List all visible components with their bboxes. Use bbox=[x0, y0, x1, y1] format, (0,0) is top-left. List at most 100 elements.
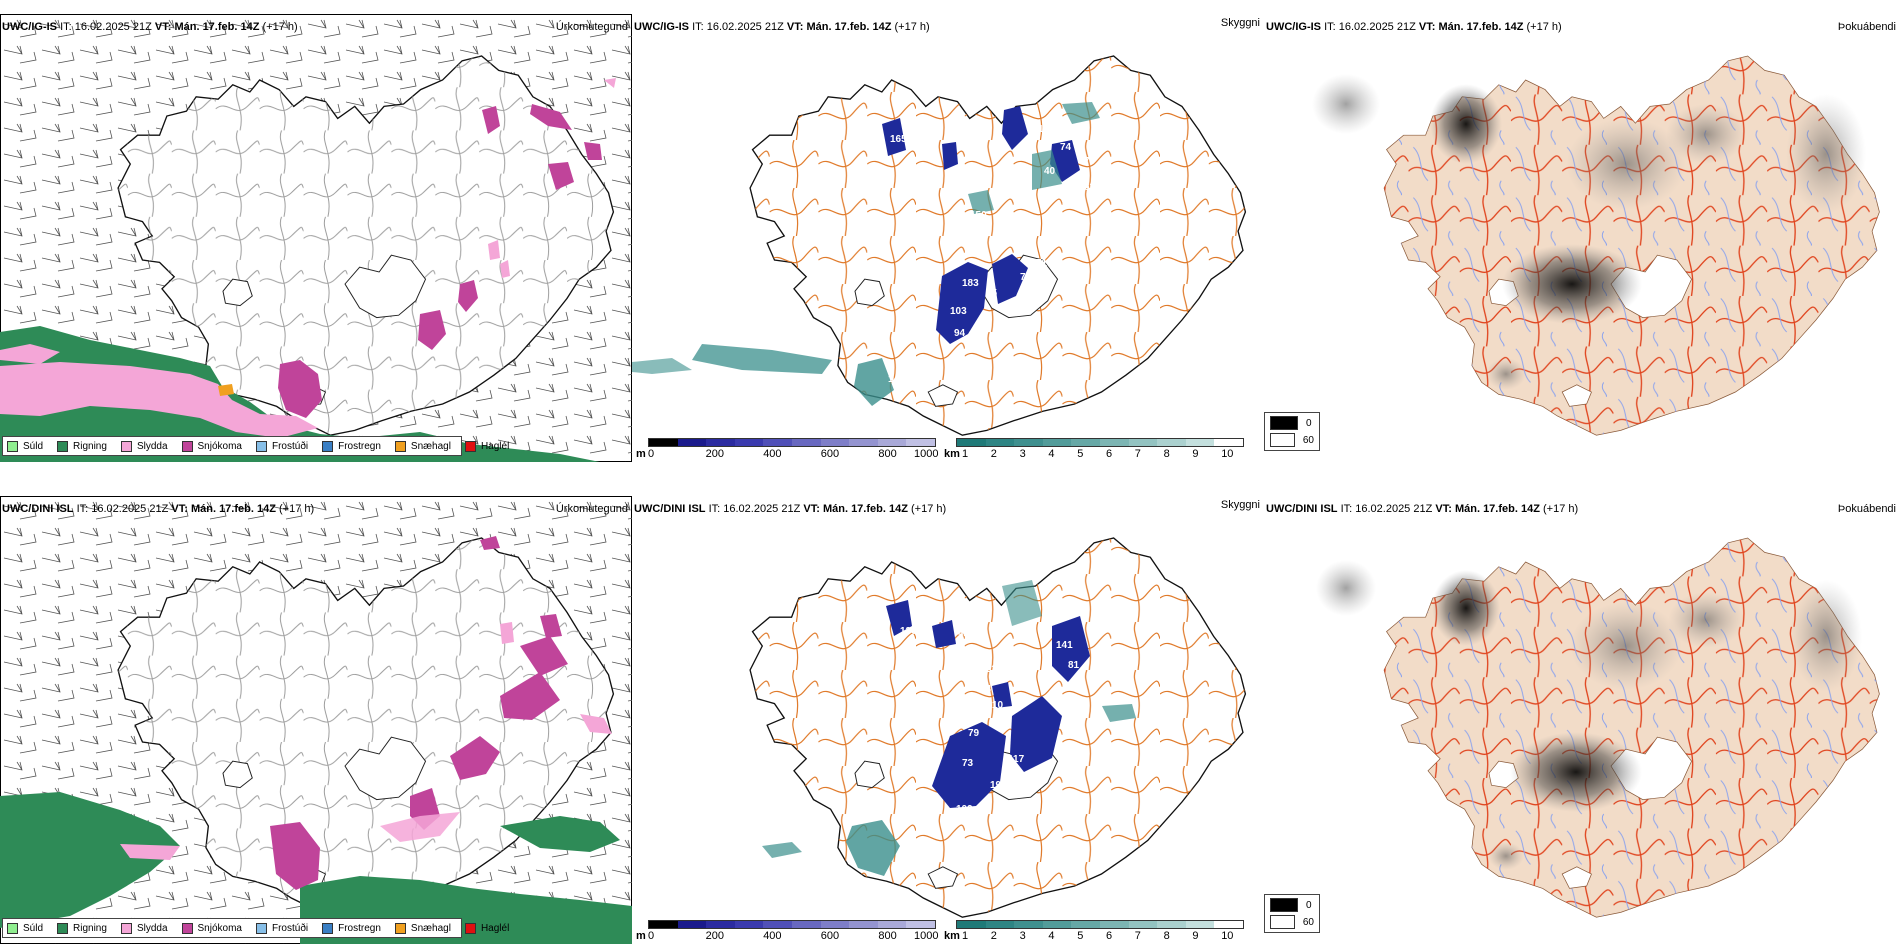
colorbar-unit: km bbox=[944, 930, 960, 942]
colorbar-segment bbox=[1214, 439, 1243, 446]
colorbar-segment bbox=[849, 439, 878, 446]
legend-item: Slydda bbox=[120, 922, 168, 934]
colorbar-tick: 800 bbox=[878, 448, 897, 460]
it-value: 16.02.2025 21Z bbox=[723, 503, 801, 515]
fog-legend-item: 0 bbox=[1270, 416, 1314, 430]
fog-legend-item: 60 bbox=[1270, 915, 1314, 929]
forecast-header: UWC/IG-IS IT: 16.02.2025 21Z VT: Mán. 17… bbox=[2, 21, 298, 34]
vt-value: Mán. 17.feb. 14Z bbox=[806, 21, 892, 33]
visibility-value-label: 73 bbox=[962, 758, 974, 769]
colorbar-tick: 8 bbox=[1163, 448, 1170, 460]
legend-swatch bbox=[57, 922, 69, 934]
legend-swatch bbox=[7, 440, 18, 452]
lead-time: (+17 h) bbox=[1543, 503, 1579, 515]
colorbar-m: m 0 200 400 600 800 1000 bbox=[636, 438, 938, 461]
model-name: UWC/IG-IS bbox=[2, 21, 57, 33]
visibility-value-label: 103 bbox=[950, 306, 967, 317]
visibility-value-label: 198 bbox=[990, 780, 1007, 791]
it-value: 16.02.2025 21Z bbox=[706, 21, 784, 33]
vt-label: VT: bbox=[154, 21, 172, 33]
colorbar-segment bbox=[677, 921, 707, 928]
colorbar-segment bbox=[706, 921, 735, 928]
vt-value: Mán. 17.feb. 14Z bbox=[174, 21, 260, 33]
fog-legend-item: 0 bbox=[1270, 898, 1314, 912]
visibility-value-label: 121 bbox=[980, 664, 997, 675]
colorbar-tick: 2 bbox=[990, 448, 997, 460]
lead-time: (+17 h) bbox=[279, 503, 315, 515]
vt-value: Mán. 17.feb. 14Z bbox=[1454, 503, 1540, 515]
legend-swatch bbox=[120, 440, 132, 452]
panel-title: Úrkomutegund bbox=[555, 503, 628, 515]
colorbar-segment bbox=[877, 439, 907, 446]
legend-swatch bbox=[464, 440, 476, 452]
fog-legend-label: 0 bbox=[1306, 899, 1312, 911]
colorbar-tick: 200 bbox=[705, 930, 724, 942]
forecast-header: UWC/IG-IS IT: 16.02.2025 21Z VT: Mán. 17… bbox=[634, 21, 930, 34]
colorbar-segment bbox=[649, 439, 678, 446]
visibility-value-label: 183 bbox=[962, 278, 979, 289]
fog-legend: 0 60 bbox=[1264, 894, 1320, 933]
panel-title: Þokuábendi bbox=[1837, 21, 1896, 33]
colorbar-tick: 6 bbox=[1106, 448, 1113, 460]
precip-map-row1 bbox=[0, 14, 632, 462]
precip-map-row2 bbox=[0, 496, 632, 944]
colorbar-segment bbox=[649, 921, 678, 928]
legend-swatch bbox=[7, 922, 18, 934]
visibility-map-row1: 165 75 150 138 74 40 79 63 71 79 183 85 103 94 148 bbox=[632, 55, 1247, 436]
legend-label: Rigning bbox=[73, 922, 107, 934]
model-name: UWC/IG-IS bbox=[634, 21, 689, 33]
fog-legend-swatch bbox=[1270, 898, 1298, 912]
legend-item: Rigning bbox=[57, 440, 107, 452]
visibility-value-label: 165 bbox=[890, 134, 907, 145]
fog-map-row2 bbox=[1316, 537, 1881, 918]
precip-legend: Súld Rigning Slydda Snjókoma Frostúði Frostre… bbox=[2, 436, 509, 456]
colorbar-segment bbox=[1185, 921, 1215, 928]
precip-legend: Súld Rigning Slydda Snjókoma Frostúði Frostre… bbox=[2, 918, 509, 938]
colorbar-segment bbox=[1128, 921, 1158, 928]
colorbar-segment bbox=[1071, 921, 1100, 928]
legend-item: Rigning bbox=[57, 922, 107, 934]
colorbar-tick: 400 bbox=[763, 930, 782, 942]
fog-legend-item: 60 bbox=[1270, 433, 1314, 447]
lead-time: (+17 h) bbox=[262, 21, 298, 33]
colorbar-segment bbox=[1042, 439, 1072, 446]
fog-legend-label: 60 bbox=[1302, 916, 1314, 928]
colorbar-segment bbox=[1014, 921, 1043, 928]
fog-panel-row1: Þokuábendi 0 60 bbox=[1264, 14, 1900, 462]
colorbar-segment bbox=[763, 921, 792, 928]
legend-swatch bbox=[322, 922, 334, 934]
colorbar-segment bbox=[1042, 921, 1072, 928]
colorbar-tick: 600 bbox=[820, 448, 840, 460]
colorbar-unit: km bbox=[944, 448, 960, 460]
colorbar-tick: 9 bbox=[1192, 448, 1199, 460]
legend-item: Súld bbox=[7, 922, 43, 934]
visibility-value-label: 85 bbox=[986, 288, 998, 299]
visibility-value-label: 42 bbox=[958, 628, 970, 639]
visibility-value-label: 130 bbox=[900, 626, 917, 637]
vt-label: VT: bbox=[786, 21, 804, 33]
forecast-header: UWC/DINI ISL IT: 16.02.2025 21Z VT: Mán.… bbox=[2, 503, 314, 516]
colorbar-segment bbox=[1157, 921, 1186, 928]
visibility-value-label: 79 bbox=[1020, 272, 1032, 283]
colorbar-segment bbox=[763, 439, 792, 446]
model-name: UWC/DINI ISL bbox=[2, 503, 74, 515]
fog-panel-row2: Þokuábendi 0 60 bbox=[1264, 496, 1900, 944]
colorbar-tick: 6 bbox=[1106, 930, 1113, 942]
legend-item: Slydda bbox=[120, 440, 168, 452]
legend-label: Frostregn bbox=[338, 440, 381, 452]
visibility-value-label: 10 bbox=[992, 700, 1004, 711]
legend-label: Slydda bbox=[136, 922, 168, 934]
visibility-value-label: 153 bbox=[902, 850, 919, 861]
vt-value: Mán. 17.feb. 14Z bbox=[822, 503, 908, 515]
colorbar-tick: 4 bbox=[1048, 930, 1055, 942]
visibility-labels: 165 75 150 138 74 40 79 63 71 79 183 85 103 94 148 bbox=[888, 124, 1096, 385]
it-label: IT: bbox=[692, 21, 704, 33]
vt-value: Mán. 17.feb. 14Z bbox=[190, 503, 276, 515]
lead-time: (+17 h) bbox=[894, 21, 930, 33]
it-label: IT: bbox=[1340, 503, 1353, 515]
visibility-panel-row1: 165 75 150 138 74 40 79 63 71 79 183 85 103 94 148 Sky… bbox=[632, 14, 1264, 462]
colorbar-strip bbox=[648, 438, 936, 447]
legend-item: Haglél bbox=[464, 922, 509, 934]
colorbar-tick: 2 bbox=[990, 930, 997, 942]
